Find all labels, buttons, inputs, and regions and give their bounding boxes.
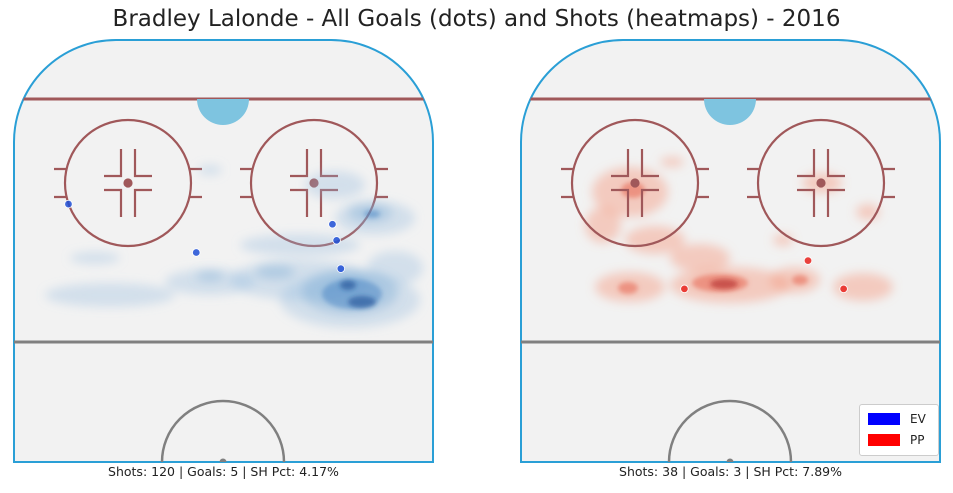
rink-right [520,39,941,463]
rink-left [13,39,434,463]
faceoff-left [561,118,709,248]
center-dot [219,458,227,462]
rink-surface [520,39,941,463]
center-circle [667,399,793,462]
center-dot [726,458,734,462]
faceoff-left [54,118,202,248]
goal-crease [197,99,249,125]
goal-dot-ev-0 [64,199,73,209]
caption-left: Shots: 120 | Goals: 5 | SH Pct: 4.17% [108,464,339,479]
goal-dots-ev [64,199,346,273]
legend-label-ev: EV [910,412,926,426]
goal-dot-ev-4 [336,264,346,273]
legend-swatch-pp [868,434,900,446]
heatmap-ev [45,165,423,328]
center-circle [160,399,286,462]
goal-dot-ev-2 [328,220,337,229]
goal-dot-pp-0 [680,284,689,294]
goal-crease [704,99,756,125]
rink-surface [13,39,434,463]
heatmap-pp [585,157,893,303]
chart-title: Bradley Lalonde - All Goals (dots) and S… [112,6,841,32]
goal-dot-ev-3 [332,236,341,245]
legend: EV PP [859,404,939,456]
goal-dots-pp [680,256,848,294]
goal-dot-pp-1 [839,284,848,294]
legend-swatch-ev [868,413,900,425]
goal-dot-pp-2 [803,256,813,265]
faceoff-right [747,118,895,248]
goal-dot-ev-1 [192,248,201,257]
caption-right: Shots: 38 | Goals: 3 | SH Pct: 7.89% [619,464,842,479]
legend-label-pp: PP [910,433,925,447]
